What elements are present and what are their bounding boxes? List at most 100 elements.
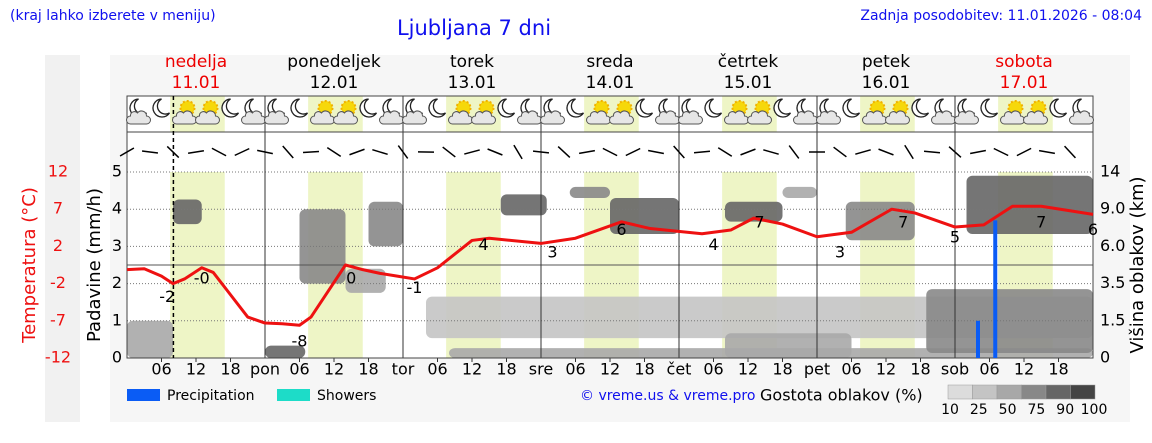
cloud (816, 110, 841, 125)
subtitle: (kraj lahko izberete v meniju) (10, 8, 216, 24)
y2-tick-label: 3.5 (1100, 273, 1125, 292)
x-tick-label: 18 (220, 360, 240, 379)
cloud (609, 110, 634, 125)
wind-barb (397, 145, 409, 159)
weather-icon (540, 98, 565, 125)
wind-barb (693, 150, 711, 154)
precip-bar (993, 220, 998, 358)
x-tick-label: čet (667, 360, 692, 379)
temperature-label: 3 (835, 242, 845, 261)
legend-label: Showers (317, 388, 376, 404)
temperature-axis-label: Temperatura (°C) (19, 187, 40, 344)
weather-icon (586, 100, 611, 125)
day-date: 14.01 (586, 73, 635, 93)
weather-icon (566, 98, 585, 118)
cloud (264, 110, 289, 125)
weather-icon (333, 100, 358, 125)
left-panel (45, 55, 80, 422)
x-tick-label: 12 (876, 360, 896, 379)
moon (773, 98, 792, 118)
moon (704, 98, 723, 118)
weather-icon (954, 98, 979, 125)
cloud-block (610, 198, 679, 234)
cloud-block (569, 186, 610, 199)
moon (290, 98, 309, 118)
wind-barb (878, 148, 894, 156)
x-tick-label: 18 (910, 360, 930, 379)
weather-icon (517, 98, 542, 125)
wind-barb (602, 147, 618, 157)
weather-icon (704, 98, 723, 118)
cloud (1069, 110, 1094, 125)
x-tick-label: 06 (565, 360, 585, 379)
wind-barb (557, 145, 571, 159)
wind-barb (119, 147, 135, 157)
wind-barb (349, 148, 365, 156)
x-tick-label: tor (392, 360, 415, 379)
density-swatch (1045, 384, 1071, 400)
weather-icon (264, 98, 289, 125)
x-tick-label: 18 (772, 360, 792, 379)
x-tick-label: pet (804, 360, 830, 379)
density-label: 50 (999, 402, 1017, 418)
wind-barb (211, 147, 227, 157)
cloud (402, 110, 427, 125)
temperature-tick-label: 7 (53, 199, 63, 218)
weather-icon (428, 98, 447, 118)
weather-icon (1000, 100, 1025, 125)
temperature-label: -2 (159, 287, 175, 306)
legend-swatch (127, 389, 160, 401)
wind-barb (282, 145, 294, 159)
sun (754, 100, 771, 116)
x-tick-label: 12 (186, 360, 206, 379)
weather-icon (678, 98, 703, 125)
day-date: 11.01 (172, 73, 221, 93)
sun (1007, 100, 1024, 116)
x-tick-label: 06 (841, 360, 861, 379)
temperature-tick-label: 12 (48, 162, 68, 181)
x-tick-label: 06 (151, 360, 171, 379)
weather-icon (747, 100, 772, 125)
cloud (1023, 110, 1048, 125)
wind-barb (1038, 149, 1056, 155)
cloud (126, 110, 151, 125)
wind-barb (763, 149, 779, 155)
weather-icon (885, 100, 910, 125)
wind-barb (904, 144, 914, 160)
wind-barb (625, 147, 641, 157)
wind-barb (1063, 145, 1077, 159)
wind-barb (166, 145, 180, 159)
wind-barb (673, 145, 685, 159)
cloud (333, 110, 358, 125)
density-swatch (1070, 384, 1096, 400)
cloud (471, 110, 496, 125)
wind-barb (993, 147, 1009, 157)
moon (152, 98, 171, 118)
x-tick-label: sre (529, 360, 553, 379)
copyright: © vreme.us & vreme.pro (580, 388, 755, 404)
y2-tick-label: 0 (1100, 348, 1110, 367)
weather-icon (773, 98, 792, 118)
weather-icon (724, 100, 749, 125)
update-time: Zadnja posodobitev: 11.01.2026 - 08:04 (860, 8, 1142, 24)
cloud (195, 110, 220, 125)
y2-tick-label: 9.0 (1100, 199, 1125, 218)
density-swatch (972, 384, 998, 400)
wind-barb (948, 146, 962, 158)
weather-icon (126, 98, 151, 125)
sun (340, 100, 357, 116)
cloud (747, 110, 772, 125)
cloud-block (725, 201, 783, 222)
temperature-tick-label: 2 (53, 236, 63, 255)
y-tick-label: 2 (112, 273, 122, 292)
x-tick-label: 12 (738, 360, 758, 379)
wind-barb (855, 149, 871, 155)
temperature-label: 6 (616, 220, 626, 239)
wind-barb (141, 150, 159, 154)
moon (635, 98, 654, 118)
weather-icon (1049, 98, 1068, 118)
moon (566, 98, 585, 118)
temperature-tick-label: -2 (50, 273, 66, 292)
day-name: sreda (586, 52, 633, 72)
